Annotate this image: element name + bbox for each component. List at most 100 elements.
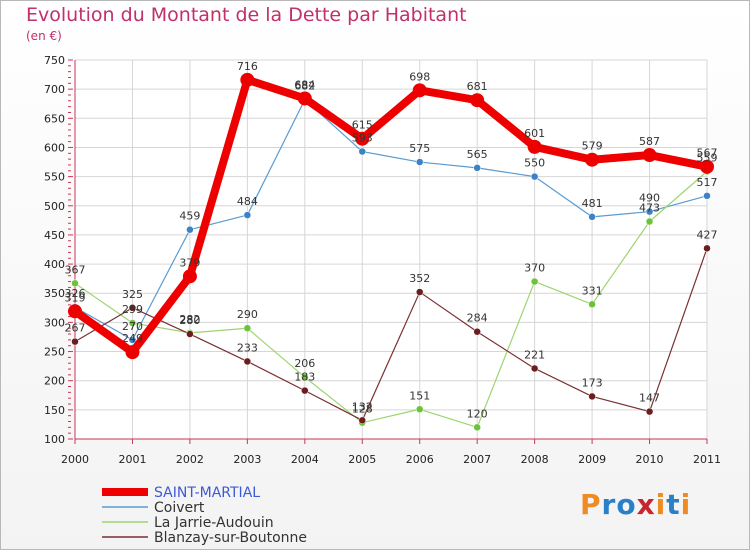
data-point-saint-martial xyxy=(355,131,370,146)
logo-letter: i xyxy=(680,488,692,521)
data-point-blanzay-sur-boutonne xyxy=(71,337,79,346)
y-tick-label-200: 200 xyxy=(44,375,65,388)
data-point-la-jarrie-audouin xyxy=(415,405,424,414)
data-label-la-jarrie-audouin: 206 xyxy=(294,357,315,370)
data-label-la-jarrie-audouin: 473 xyxy=(639,202,660,215)
x-tick-label-2009: 2009 xyxy=(578,453,606,466)
data-point-la-jarrie-audouin xyxy=(301,373,309,381)
y-tick-label-450: 450 xyxy=(44,229,65,242)
data-point-coivert xyxy=(530,172,539,181)
x-tick-label-2000: 2000 xyxy=(61,453,89,466)
data-point-saint-martial xyxy=(297,91,312,106)
x-tick-label-2006: 2006 xyxy=(406,453,434,466)
data-point-saint-martial xyxy=(527,139,542,154)
data-label-la-jarrie-audouin: 331 xyxy=(582,284,603,297)
data-label-la-jarrie-audouin: 370 xyxy=(524,262,545,275)
data-point-saint-martial xyxy=(68,304,82,319)
data-point-coivert xyxy=(243,211,252,219)
data-point-blanzay-sur-boutonne xyxy=(301,386,309,395)
data-label-blanzay-sur-boutonne: 173 xyxy=(582,376,603,389)
data-point-blanzay-sur-boutonne xyxy=(358,416,367,425)
data-point-saint-martial xyxy=(240,72,255,87)
data-label-saint-martial: 601 xyxy=(524,127,545,140)
data-label-coivert: 459 xyxy=(179,210,200,223)
series-saint-martial xyxy=(68,72,714,360)
data-label-blanzay-sur-boutonne: 284 xyxy=(467,312,488,325)
data-point-la-jarrie-audouin xyxy=(243,324,252,332)
data-point-blanzay-sur-boutonne xyxy=(703,244,711,253)
data-point-saint-martial xyxy=(700,159,714,174)
data-label-saint-martial: 249 xyxy=(122,332,143,345)
x-tick-label-2005: 2005 xyxy=(348,453,376,466)
y-tick-label-650: 650 xyxy=(44,112,65,125)
data-label-blanzay-sur-boutonne: 427 xyxy=(697,228,718,241)
y-tick-label-550: 550 xyxy=(44,171,65,184)
data-point-saint-martial xyxy=(182,269,197,284)
y-tick-label-100: 100 xyxy=(44,433,65,446)
data-label-la-jarrie-audouin: 559 xyxy=(697,151,718,164)
data-label-blanzay-sur-boutonne: 352 xyxy=(409,272,430,285)
x-tick-label-2010: 2010 xyxy=(636,453,664,466)
x-tick-label-2003: 2003 xyxy=(233,453,261,466)
y-tick-label-350: 350 xyxy=(44,287,65,300)
data-point-coivert xyxy=(473,164,481,172)
data-label-saint-martial: 684 xyxy=(294,78,315,91)
data-label-blanzay-sur-boutonne: 221 xyxy=(524,348,545,361)
data-label-saint-martial: 698 xyxy=(409,70,430,83)
data-point-coivert xyxy=(128,336,137,344)
x-tick-label-2011: 2011 xyxy=(693,453,721,466)
data-point-blanzay-sur-boutonne xyxy=(645,407,654,416)
y-tick-label-750: 750 xyxy=(44,54,65,67)
y-tick-label-300: 300 xyxy=(44,316,65,329)
data-point-blanzay-sur-boutonne xyxy=(415,288,424,296)
data-point-saint-martial xyxy=(470,93,485,108)
data-point-coivert xyxy=(645,207,654,216)
data-label-la-jarrie-audouin: 367 xyxy=(65,263,86,276)
data-point-blanzay-sur-boutonne xyxy=(186,330,194,338)
data-point-coivert xyxy=(588,213,596,221)
series-blanzay-sur-boutonne xyxy=(71,244,711,425)
data-point-saint-martial xyxy=(642,148,657,163)
data-point-coivert xyxy=(358,147,367,156)
data-point-blanzay-sur-boutonne xyxy=(243,357,252,366)
data-label-coivert: 565 xyxy=(467,148,488,161)
logo-letter: x xyxy=(636,488,656,521)
data-label-la-jarrie-audouin: 120 xyxy=(467,407,488,420)
logo-letter: i xyxy=(655,488,667,521)
data-point-coivert xyxy=(415,158,424,166)
data-label-coivert: 575 xyxy=(409,142,430,155)
data-label-la-jarrie-audouin: 299 xyxy=(122,303,143,316)
data-label-saint-martial: 579 xyxy=(582,140,603,153)
data-label-blanzay-sur-boutonne: 280 xyxy=(179,314,200,327)
legend-label-la-jarrie-audouin: La Jarrie-Audouin xyxy=(154,515,274,531)
legend-label-blanzay-sur-boutonne: Blanzay-sur-Boutonne xyxy=(154,530,307,546)
data-point-blanzay-sur-boutonne xyxy=(473,327,481,336)
logo-letter: t xyxy=(666,488,681,521)
data-point-la-jarrie-audouin xyxy=(588,300,596,309)
data-point-la-jarrie-audouin xyxy=(71,279,79,288)
data-label-saint-martial: 379 xyxy=(179,256,200,269)
logo-letter: P xyxy=(580,488,602,521)
data-label-coivert: 682 xyxy=(294,80,315,93)
x-tick-label-2002: 2002 xyxy=(176,453,204,466)
series-line-la-jarrie-audouin xyxy=(74,170,708,428)
data-point-saint-martial xyxy=(585,152,600,167)
data-point-blanzay-sur-boutonne xyxy=(128,304,137,312)
data-label-blanzay-sur-boutonne: 183 xyxy=(294,371,315,384)
x-tick-label-2001: 2001 xyxy=(118,453,146,466)
chart-title: Evolution du Montant de la Dette par Hab… xyxy=(26,4,467,26)
data-label-la-jarrie-audouin: 282 xyxy=(179,313,200,326)
data-label-la-jarrie-audouin: 290 xyxy=(237,308,258,321)
y-tick-label-250: 250 xyxy=(44,346,65,359)
data-label-blanzay-sur-boutonne: 132 xyxy=(352,400,373,413)
legend-label-saint-martial: SAINT-MARTIAL xyxy=(154,485,260,501)
data-point-coivert xyxy=(703,192,711,200)
data-point-la-jarrie-audouin xyxy=(645,217,654,226)
data-label-saint-martial: 716 xyxy=(237,60,258,73)
data-label-coivert: 490 xyxy=(639,192,660,205)
data-label-coivert: 550 xyxy=(524,157,545,170)
data-label-blanzay-sur-boutonne: 325 xyxy=(122,288,143,301)
logo-letter: r xyxy=(601,488,617,521)
data-label-coivert: 593 xyxy=(352,132,373,145)
